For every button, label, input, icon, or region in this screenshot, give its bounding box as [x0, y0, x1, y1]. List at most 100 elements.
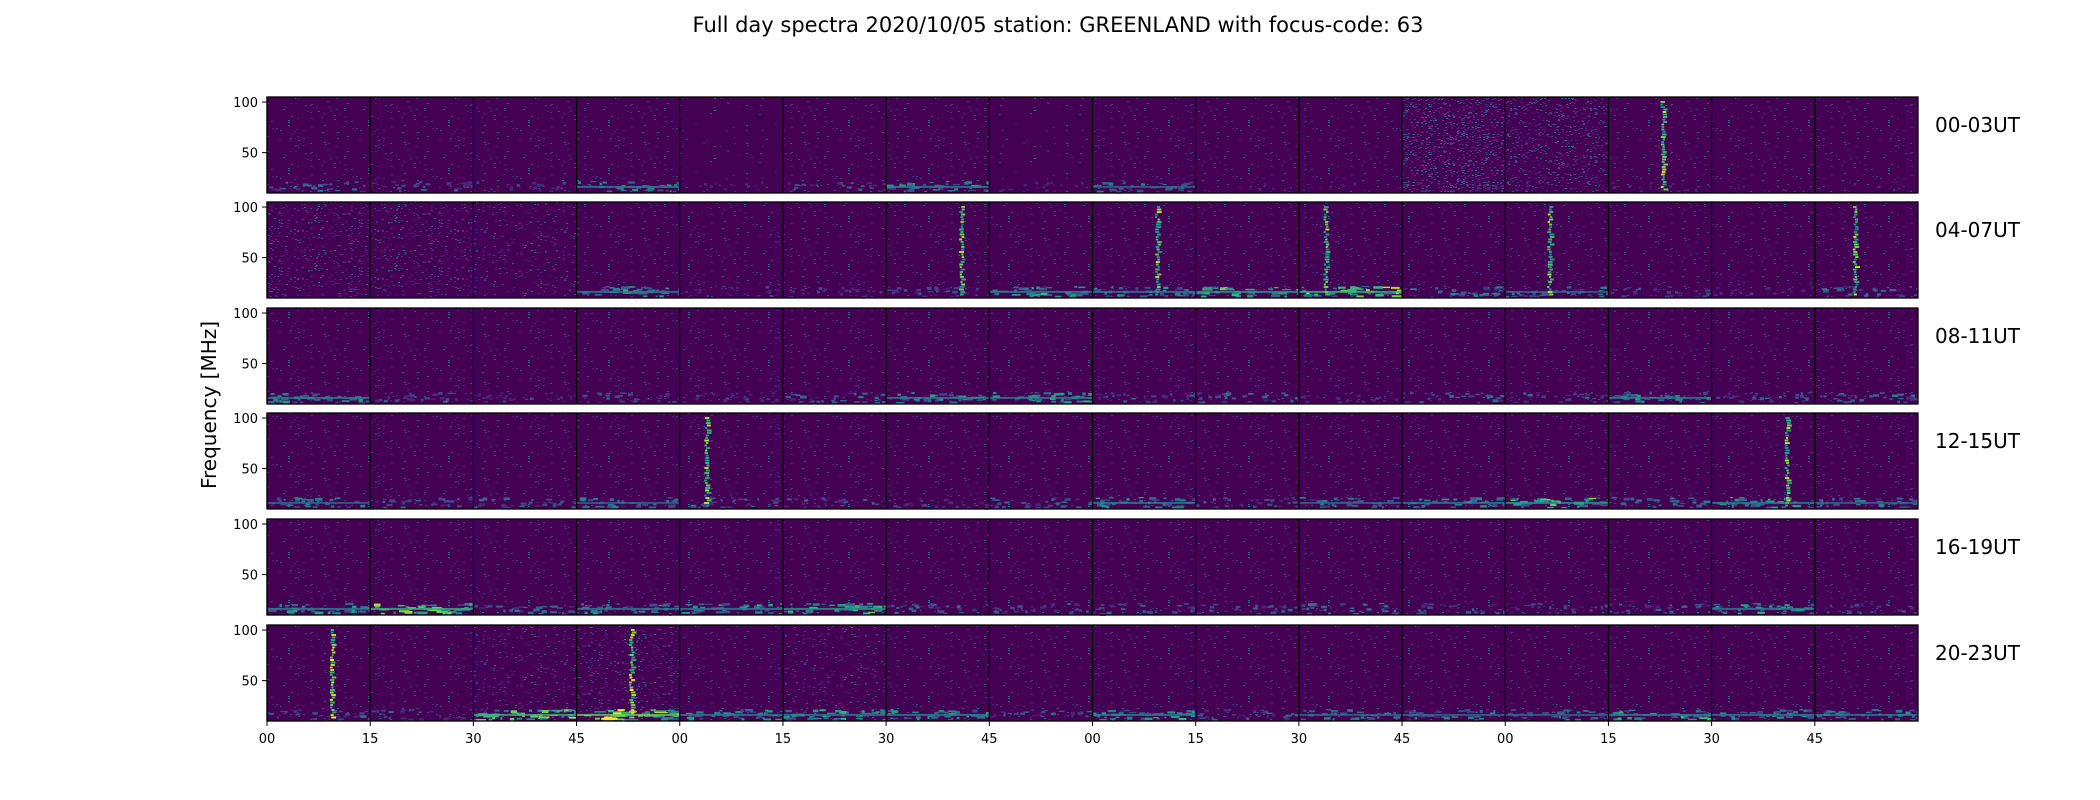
interference-streak — [1600, 504, 1609, 506]
interference-streak — [1070, 712, 1075, 716]
interference-streak — [439, 397, 445, 400]
burst-segment — [631, 634, 635, 636]
interference-streak — [1769, 399, 1774, 403]
interference-streak — [1183, 182, 1191, 185]
interference-streak — [1223, 716, 1228, 718]
burst-segment — [1784, 452, 1790, 454]
interference-streak — [279, 604, 282, 607]
interference-streak — [1495, 397, 1502, 399]
interference-streak — [688, 716, 695, 719]
interference-streak — [948, 501, 954, 505]
interference-streak — [893, 505, 898, 508]
panel-background — [1608, 202, 1712, 298]
interference-streak — [509, 188, 513, 191]
interference-streak — [1051, 498, 1055, 501]
panel-background — [370, 308, 474, 404]
interference-streak — [1505, 609, 1509, 611]
interference-streak — [343, 289, 346, 292]
interference-streak — [1145, 401, 1151, 405]
interference-streak — [1254, 604, 1259, 607]
interference-streak — [1045, 500, 1048, 503]
burst-segment — [1786, 489, 1791, 492]
interference-streak — [666, 500, 670, 503]
interference-streak — [805, 502, 809, 504]
interference-streak — [1197, 392, 1203, 394]
interference-streak — [392, 287, 396, 290]
panel-background — [267, 625, 371, 721]
interference-streak — [354, 715, 358, 718]
interference-streak — [293, 186, 297, 189]
interference-streak — [1337, 499, 1340, 501]
interference-streak — [702, 504, 709, 508]
interference-streak — [653, 715, 662, 718]
interference-streak — [1820, 395, 1823, 398]
interference-streak — [861, 710, 865, 713]
burst-segment — [1854, 246, 1860, 248]
interference-streak — [714, 286, 717, 288]
interference-streak — [1764, 397, 1771, 399]
panel-background — [679, 202, 783, 298]
interference-streak — [951, 717, 954, 720]
spectrogram-panel — [1711, 519, 1815, 616]
interference-streak — [903, 289, 908, 292]
interference-streak — [1024, 289, 1032, 292]
interference-streak — [922, 295, 928, 297]
interference-streak — [281, 398, 289, 401]
interference-streak — [1118, 711, 1124, 715]
interference-streak — [989, 716, 994, 718]
interference-streak — [1143, 718, 1147, 721]
burst-segment — [1854, 263, 1858, 266]
interference-streak — [305, 502, 311, 506]
interference-streak — [708, 502, 714, 506]
interference-streak — [578, 181, 581, 184]
burst-segment — [630, 671, 635, 674]
interference-streak — [349, 397, 357, 401]
interference-streak — [357, 286, 361, 289]
interference-streak — [927, 715, 935, 717]
spectrogram-panel — [472, 202, 577, 299]
interference-streak — [408, 392, 412, 396]
interference-streak — [1809, 183, 1813, 185]
interference-streak — [1139, 295, 1148, 298]
interference-streak — [671, 500, 678, 503]
interference-streak — [1079, 292, 1089, 296]
interference-streak — [1139, 499, 1143, 503]
interference-streak — [447, 392, 453, 395]
interference-streak — [509, 609, 513, 612]
interference-streak — [282, 400, 290, 403]
interference-streak — [1870, 189, 1874, 192]
interference-streak — [341, 400, 350, 403]
interference-streak — [706, 498, 713, 501]
interference-streak — [862, 499, 868, 501]
interference-streak — [375, 501, 378, 503]
interference-streak — [1530, 712, 1534, 715]
interference-streak — [1176, 287, 1183, 290]
interference-streak — [1485, 709, 1490, 711]
interference-streak — [1494, 287, 1498, 290]
interference-streak — [1515, 608, 1520, 611]
interference-streak — [1635, 501, 1639, 504]
interference-streak — [1189, 181, 1193, 184]
x-tick-label: 30 — [878, 732, 895, 747]
interference-streak — [1781, 612, 1787, 615]
interference-streak — [1827, 611, 1830, 615]
interference-streak — [1149, 609, 1152, 611]
interference-streak — [1259, 715, 1262, 717]
interference-streak — [269, 186, 274, 189]
interference-streak — [1184, 289, 1189, 291]
interference-streak — [445, 397, 450, 400]
interference-streak — [518, 610, 524, 613]
burst-segment — [1547, 246, 1551, 248]
interference-streak — [1364, 190, 1368, 192]
interference-streak — [579, 499, 586, 501]
burst-segment — [1786, 479, 1792, 482]
interference-streak — [1909, 498, 1914, 501]
interference-line — [1092, 713, 1196, 716]
interference-streak — [1294, 397, 1299, 400]
interference-streak — [1579, 504, 1588, 507]
spectrogram-panel — [1711, 308, 1815, 405]
burst-segment — [1787, 422, 1791, 424]
interference-streak — [440, 504, 446, 507]
interference-streak — [343, 182, 347, 185]
interference-streak — [1807, 392, 1813, 394]
